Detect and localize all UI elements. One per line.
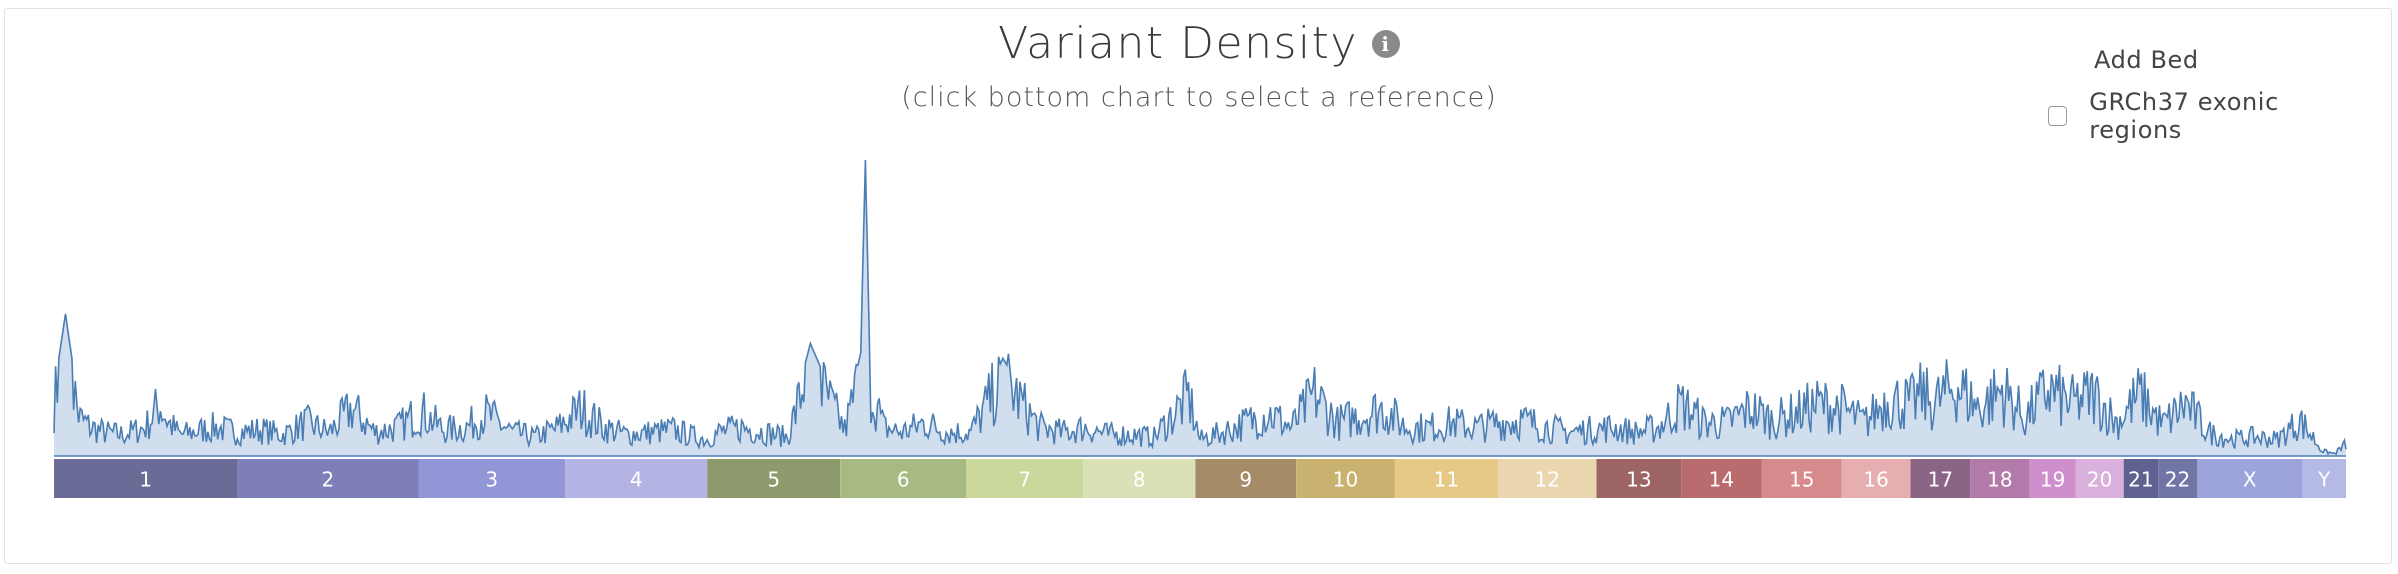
- reference-band-rect[interactable]: [1394, 459, 1498, 498]
- reference-band-label: Y: [2317, 468, 2331, 492]
- info-circle-icon[interactable]: i: [1371, 29, 1400, 58]
- reference-band-7[interactable]: 7: [966, 459, 1084, 498]
- reference-band-label: X: [2243, 468, 2257, 492]
- reference-band-rect[interactable]: [1596, 459, 1682, 498]
- reference-band-label: 17: [1928, 468, 1953, 492]
- reference-band-label: 4: [630, 468, 643, 492]
- reference-band-16[interactable]: 16: [1841, 459, 1911, 498]
- density-series: [53, 159, 2347, 457]
- reference-band-label: 12: [1534, 468, 1559, 492]
- reference-band-rect[interactable]: [54, 459, 238, 498]
- reference-band-label: 7: [1018, 468, 1031, 492]
- bed-option-grch37[interactable]: GRCh37 exonic regions: [2048, 88, 2368, 144]
- reference-band-rect[interactable]: [2197, 459, 2303, 498]
- reference-band-18[interactable]: 18: [1970, 459, 2030, 498]
- reference-band-label: 19: [2040, 468, 2065, 492]
- reference-band-rect[interactable]: [840, 459, 967, 498]
- reference-band-rect[interactable]: [2302, 459, 2347, 498]
- chart-title: Variant Density i: [998, 18, 1400, 69]
- reference-band-rect[interactable]: [1841, 459, 1911, 498]
- reference-band-5[interactable]: 5: [707, 459, 841, 498]
- reference-band-rect[interactable]: [966, 459, 1084, 498]
- chart-title-text: Variant Density: [998, 18, 1358, 69]
- reference-band-11[interactable]: 11: [1394, 459, 1498, 498]
- reference-band-rect[interactable]: [1761, 459, 1842, 498]
- reference-band-rect[interactable]: [2158, 459, 2198, 498]
- reference-band-8[interactable]: 8: [1083, 459, 1196, 498]
- reference-band-label: 21: [2128, 468, 2153, 492]
- reference-band-label: 20: [2087, 468, 2112, 492]
- bed-option-label: GRCh37 exonic regions: [2089, 88, 2279, 144]
- reference-band-2[interactable]: 2: [237, 459, 419, 498]
- bed-option-checkbox[interactable]: [2048, 106, 2068, 126]
- title-row: Variant Density i: [0, 18, 2398, 69]
- reference-band-rect[interactable]: [1970, 459, 2030, 498]
- reference-band-label: 18: [1987, 468, 2012, 492]
- reference-selector-bar[interactable]: 1 2 3 4 5 6 7 8 9 10 11 12 13 14 15 16 17 18 19 20 21 22 X Y: [54, 459, 2346, 498]
- reference-band-label: 9: [1239, 468, 1252, 492]
- chart-subtitle: (click bottom chart to select a referenc…: [901, 82, 1497, 113]
- reference-band-15[interactable]: 15: [1761, 459, 1842, 498]
- reference-band-label: 13: [1626, 468, 1651, 492]
- reference-band-rect[interactable]: [1910, 459, 1971, 498]
- add-bed-panel: Add Bed GRCh37 exonic regions: [2048, 46, 2368, 144]
- reference-band-rect[interactable]: [1195, 459, 1297, 498]
- reference-band-x[interactable]: X: [2197, 459, 2303, 498]
- reference-band-rect[interactable]: [237, 459, 419, 498]
- add-bed-title: Add Bed: [2094, 46, 2199, 74]
- reference-band-rect[interactable]: [2075, 459, 2124, 498]
- reference-band-22[interactable]: 22: [2158, 459, 2198, 498]
- reference-band-label: 14: [1709, 468, 1734, 492]
- reference-band-label: 1: [139, 468, 152, 492]
- reference-band-rect[interactable]: [2123, 459, 2159, 498]
- reference-band-label: 16: [1863, 468, 1888, 492]
- reference-band-19[interactable]: 19: [2029, 459, 2076, 498]
- reference-band-label: 15: [1789, 468, 1814, 492]
- reference-band-rect[interactable]: [707, 459, 841, 498]
- reference-band-12[interactable]: 12: [1498, 459, 1597, 498]
- reference-band-14[interactable]: 14: [1681, 459, 1762, 498]
- reference-band-rect[interactable]: [418, 459, 566, 498]
- reference-band-label: 6: [897, 468, 910, 492]
- reference-band-label: 5: [767, 468, 780, 492]
- reference-band-9[interactable]: 9: [1195, 459, 1297, 498]
- reference-band-6[interactable]: 6: [840, 459, 967, 498]
- reference-band-rect[interactable]: [1083, 459, 1196, 498]
- reference-band-3[interactable]: 3: [418, 459, 566, 498]
- reference-band-20[interactable]: 20: [2075, 459, 2124, 498]
- reference-band-13[interactable]: 13: [1596, 459, 1682, 498]
- reference-band-17[interactable]: 17: [1910, 459, 1971, 498]
- reference-band-rect[interactable]: [1498, 459, 1597, 498]
- reference-band-label: 11: [1434, 468, 1459, 492]
- reference-band-1[interactable]: 1: [54, 459, 238, 498]
- reference-band-y[interactable]: Y: [2302, 459, 2347, 498]
- density-line: [53, 159, 2347, 456]
- reference-band-rect[interactable]: [2029, 459, 2076, 498]
- reference-band-label: 2: [322, 468, 335, 492]
- reference-band-4[interactable]: 4: [565, 459, 708, 498]
- reference-band-label: 22: [2165, 468, 2190, 492]
- reference-band-21[interactable]: 21: [2123, 459, 2159, 498]
- reference-band-10[interactable]: 10: [1296, 459, 1395, 498]
- density-area: [54, 160, 2346, 456]
- reference-band-rect[interactable]: [1296, 459, 1395, 498]
- reference-band-label: 3: [485, 468, 498, 492]
- reference-band-rect[interactable]: [1681, 459, 1762, 498]
- reference-band-label: 10: [1333, 468, 1358, 492]
- reference-band-label: 8: [1133, 468, 1146, 492]
- reference-band-rect[interactable]: [565, 459, 708, 498]
